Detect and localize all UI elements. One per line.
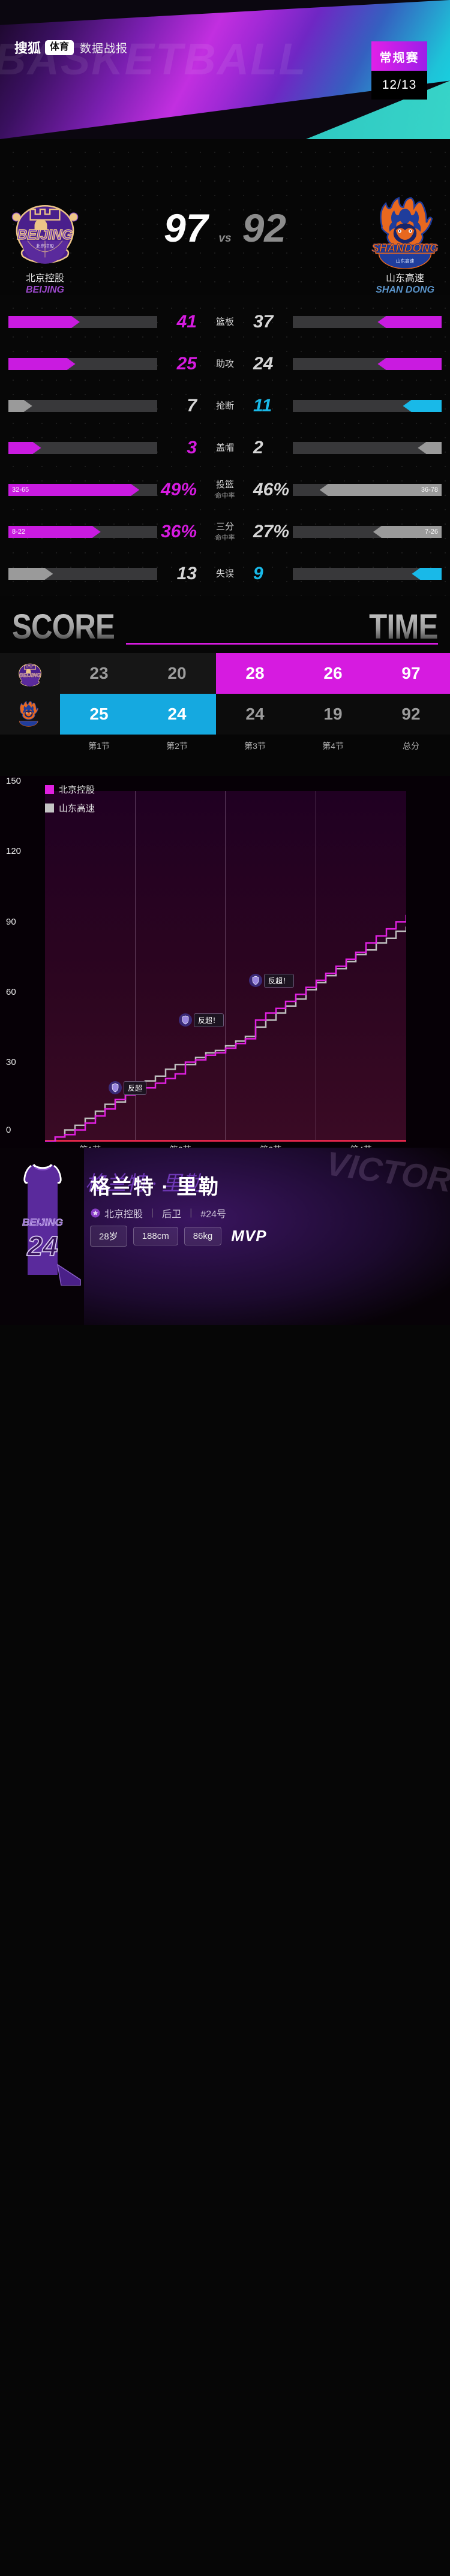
- svg-text:24: 24: [26, 1230, 58, 1262]
- svg-text:山东高速: 山东高速: [396, 258, 415, 264]
- svg-text:BEIJING: BEIJING: [22, 1217, 63, 1228]
